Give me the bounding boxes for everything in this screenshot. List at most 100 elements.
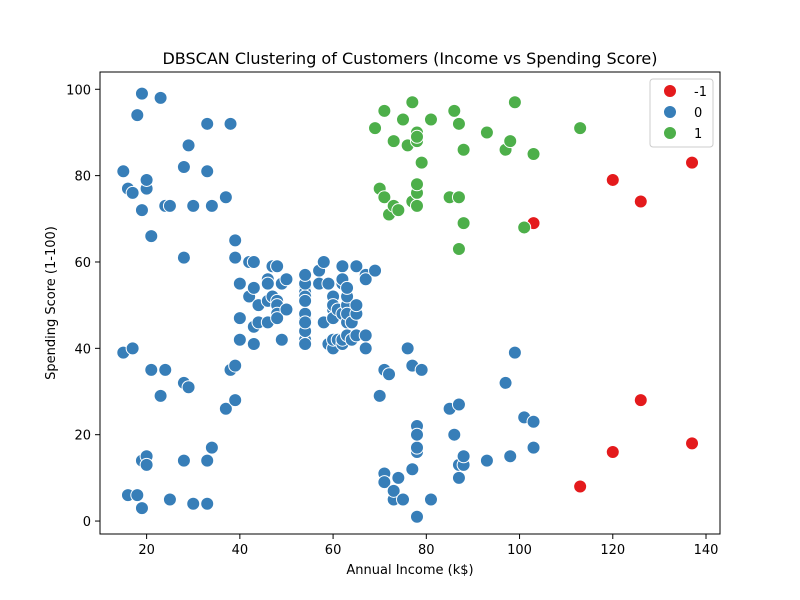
point-cluster-0-148 (451, 397, 466, 412)
point-cluster-0-131 (526, 440, 541, 455)
x-axis-ticks: 20 40 60 80 100 120 140 (138, 534, 718, 558)
point-cluster-0-42 (228, 358, 243, 373)
point-cluster-1-18 (414, 155, 429, 170)
point-cluster-0-29 (181, 138, 196, 153)
legend-label-1: 1 (694, 127, 702, 142)
point-cluster-1-5 (386, 134, 401, 149)
point-cluster-1-25 (456, 142, 471, 157)
legend-marker-0 (663, 105, 677, 119)
point-cluster-0-46 (232, 276, 247, 291)
point-cluster-0-147 (447, 427, 462, 442)
point-cluster-0-120 (358, 341, 373, 356)
x-tick-label: 80 (418, 543, 435, 558)
point-cluster-0-137 (391, 470, 406, 485)
point-cluster-0-81 (298, 337, 313, 352)
point-cluster--1-5 (605, 444, 620, 459)
point-cluster-0-20 (158, 362, 173, 377)
point-cluster-1-0 (368, 121, 383, 136)
point-cluster-1-8 (396, 112, 411, 127)
point-cluster-0-32 (200, 496, 215, 511)
point-cluster-0-116 (349, 259, 364, 274)
legend-marker-1 (663, 126, 677, 140)
point-cluster-0-144 (409, 427, 424, 442)
point-cluster--1-1 (605, 172, 620, 187)
point-cluster-1-26 (456, 216, 471, 231)
point-cluster-0-37 (204, 198, 219, 213)
point-cluster-0-9 (134, 203, 149, 218)
point-cluster-0-136 (386, 483, 401, 498)
point-cluster-0-153 (479, 453, 494, 468)
x-tick-label: 60 (325, 543, 342, 558)
point-cluster-0-68 (270, 311, 285, 326)
point-cluster-0-128 (498, 375, 513, 390)
point-cluster-1-24 (451, 116, 466, 131)
y-tick-label: 100 (66, 83, 91, 98)
point-cluster-0-17 (144, 229, 159, 244)
point-cluster-0-101 (335, 259, 350, 274)
point-cluster-0-44 (228, 393, 243, 408)
point-cluster--1-3 (685, 155, 700, 170)
point-cluster-1-30 (507, 95, 522, 110)
point-cluster-0-34 (200, 453, 215, 468)
point-cluster--1-2 (633, 194, 648, 209)
point-cluster-0-4 (125, 341, 140, 356)
point-cluster-0-35 (200, 164, 215, 179)
point-cluster-0-27 (176, 250, 191, 265)
point-cluster-0-45 (228, 233, 243, 248)
point-cluster-0-6 (130, 488, 145, 503)
point-cluster-1-29 (503, 134, 518, 149)
point-cluster-1-23 (451, 190, 466, 205)
point-cluster-0-23 (162, 198, 177, 213)
point-cluster-1-16 (409, 177, 424, 192)
point-cluster-0-132 (526, 414, 541, 429)
point-cluster-0-89 (321, 276, 336, 291)
point-cluster-0-5 (125, 185, 140, 200)
point-cluster-1-21 (447, 103, 462, 118)
point-cluster-0-124 (382, 367, 397, 382)
point-cluster-0-25 (176, 159, 191, 174)
point-cluster-0-39 (218, 190, 233, 205)
x-tick-label: 40 (232, 543, 249, 558)
point-cluster-1-2 (377, 103, 392, 118)
point-cluster-0-28 (181, 380, 196, 395)
point-cluster-0-14 (139, 457, 154, 472)
point-cluster-0-31 (186, 198, 201, 213)
point-cluster-0-48 (232, 332, 247, 347)
point-cluster-0-122 (372, 388, 387, 403)
point-cluster-0-140 (409, 509, 424, 524)
point-cluster-1-27 (479, 125, 494, 140)
point-cluster-0-33 (200, 116, 215, 131)
point-cluster--1-7 (685, 436, 700, 451)
point-cluster-1-33 (573, 121, 588, 136)
point-cluster-0-51 (246, 280, 261, 295)
legend-marker--1 (663, 84, 677, 98)
point-cluster-0-129 (507, 345, 522, 360)
point-cluster-1-7 (391, 203, 406, 218)
point-cluster-0-83 (298, 267, 313, 282)
point-cluster-0-84 (298, 315, 313, 330)
point-cluster-0-8 (134, 501, 149, 516)
x-tick-label: 140 (694, 543, 719, 558)
point-cluster-0-117 (358, 328, 373, 343)
chart-title: DBSCAN Clustering of Customers (Income v… (162, 49, 657, 68)
point-cluster-1-10 (405, 95, 420, 110)
point-cluster-0-138 (396, 492, 411, 507)
point-cluster-0-47 (232, 311, 247, 326)
point-cluster-0-7 (130, 108, 145, 123)
point-cluster-1-17 (409, 198, 424, 213)
y-axis-ticks: 0 20 40 60 80 100 (66, 83, 100, 530)
point-cluster-0-1 (116, 164, 131, 179)
legend: -1 0 1 (649, 78, 714, 148)
point-cluster-0-114 (349, 298, 364, 313)
plot-frame (99, 71, 721, 535)
point-cluster-0-19 (153, 90, 168, 105)
point-cluster-0-52 (246, 254, 261, 269)
point-cluster-1-31 (517, 220, 532, 235)
point-cluster-0-121 (368, 263, 383, 278)
point-cluster-0-127 (414, 362, 429, 377)
point-cluster-0-15 (139, 172, 154, 187)
point-cluster-0-119 (358, 272, 373, 287)
point-cluster-0-152 (456, 449, 471, 464)
point-cluster-0-24 (176, 453, 191, 468)
